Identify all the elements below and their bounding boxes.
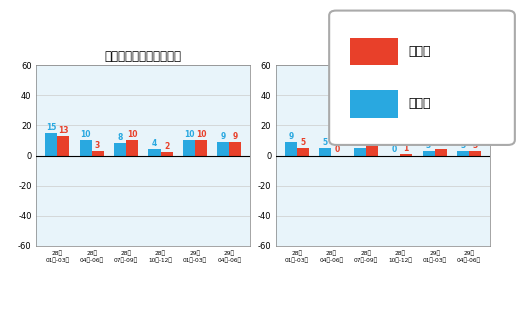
Text: 8: 8 bbox=[369, 133, 375, 142]
Text: 3: 3 bbox=[461, 141, 466, 150]
Bar bbox=[319, 148, 331, 156]
Bar bbox=[160, 152, 172, 156]
Text: 0: 0 bbox=[334, 145, 340, 154]
Bar bbox=[229, 142, 241, 156]
Bar bbox=[148, 150, 160, 156]
Text: 見通し: 見通し bbox=[408, 97, 431, 110]
Text: 4: 4 bbox=[152, 139, 157, 148]
Text: 5: 5 bbox=[300, 138, 305, 147]
Bar bbox=[57, 136, 69, 156]
Bar bbox=[183, 141, 195, 156]
Bar bbox=[435, 150, 446, 156]
Bar bbox=[285, 142, 297, 156]
Text: 4: 4 bbox=[438, 139, 443, 148]
Bar bbox=[400, 154, 412, 156]
Text: 9: 9 bbox=[221, 132, 226, 141]
Text: 3: 3 bbox=[426, 141, 431, 150]
Bar bbox=[469, 151, 481, 156]
Bar bbox=[92, 151, 104, 156]
Bar bbox=[217, 142, 229, 156]
Title: 総受注金額指数（全国）: 総受注金額指数（全国） bbox=[105, 50, 182, 63]
Text: 10: 10 bbox=[196, 130, 206, 139]
Text: 9: 9 bbox=[233, 132, 238, 141]
Bar bbox=[114, 143, 126, 156]
Text: 実　績: 実 績 bbox=[408, 45, 431, 58]
Bar bbox=[366, 143, 378, 156]
Bar bbox=[457, 151, 469, 156]
Bar bbox=[126, 141, 138, 156]
Text: 2: 2 bbox=[164, 142, 169, 151]
Bar bbox=[80, 141, 92, 156]
Text: 5: 5 bbox=[357, 138, 362, 147]
Text: 15: 15 bbox=[46, 123, 56, 132]
Text: 5: 5 bbox=[322, 138, 328, 147]
Title: １棟当り受注床面積指数（全国）: １棟当り受注床面積指数（全国） bbox=[330, 50, 436, 63]
Text: 13: 13 bbox=[58, 126, 68, 135]
Text: 10: 10 bbox=[127, 130, 138, 139]
FancyBboxPatch shape bbox=[350, 38, 398, 65]
Bar bbox=[195, 141, 207, 156]
Text: 3: 3 bbox=[95, 141, 100, 150]
Text: 3: 3 bbox=[473, 141, 478, 150]
FancyBboxPatch shape bbox=[329, 11, 515, 145]
Bar bbox=[45, 133, 57, 156]
Bar bbox=[423, 151, 435, 156]
Text: 10: 10 bbox=[184, 130, 194, 139]
Text: 10: 10 bbox=[80, 130, 91, 139]
Text: 8: 8 bbox=[117, 133, 123, 142]
Text: 1: 1 bbox=[404, 144, 409, 153]
FancyBboxPatch shape bbox=[350, 90, 398, 118]
Bar bbox=[354, 148, 366, 156]
Text: 9: 9 bbox=[288, 132, 293, 141]
Text: 0: 0 bbox=[391, 145, 397, 154]
Bar bbox=[297, 148, 309, 156]
